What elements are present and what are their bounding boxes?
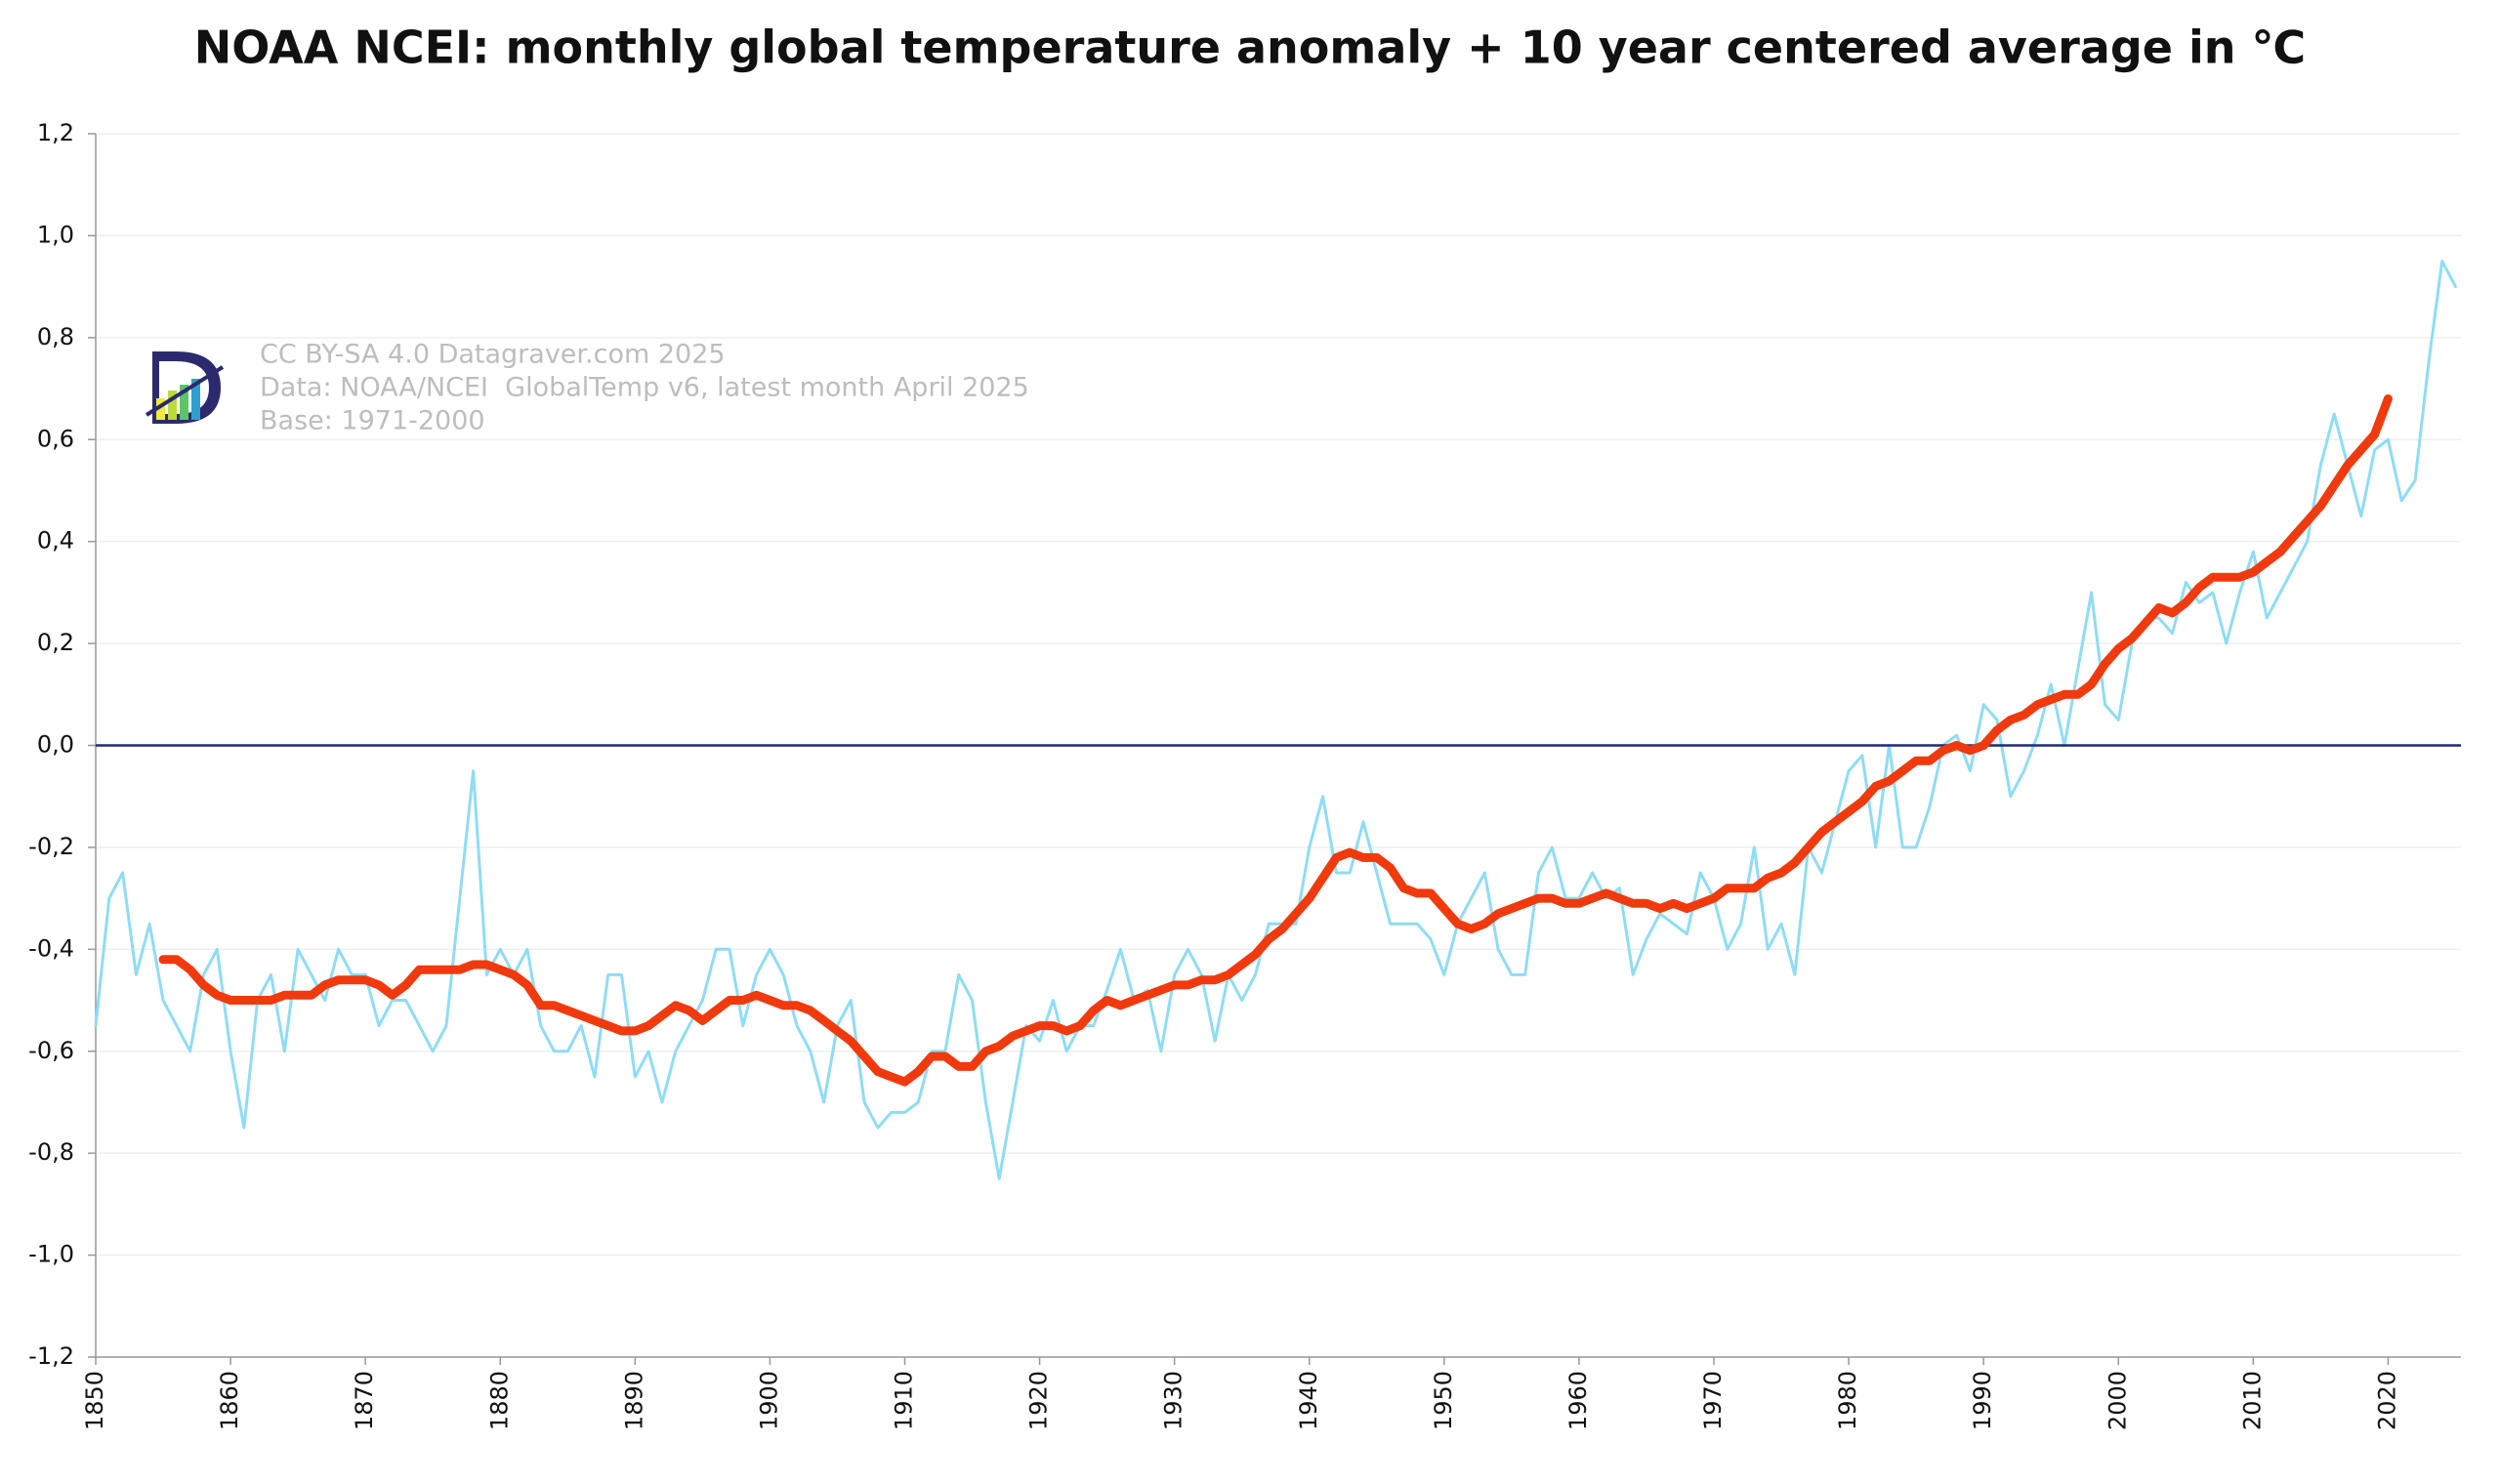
x-tick-label: 1860 xyxy=(216,1371,243,1430)
x-tick-label: 2010 xyxy=(2238,1371,2266,1430)
x-tick-label: 1950 xyxy=(1430,1371,1457,1430)
y-tick-label: 1,2 xyxy=(37,119,74,146)
x-tick-label: 1910 xyxy=(891,1371,918,1430)
annotation: CC BY-SA 4.0 Datagraver.com 2025 xyxy=(260,340,726,370)
x-tick-label: 1990 xyxy=(1969,1371,1996,1430)
x-tick-label: 2020 xyxy=(2373,1371,2400,1430)
annotation: Base: 1971-2000 xyxy=(260,406,485,436)
x-tick-label: 1980 xyxy=(1834,1371,1861,1430)
y-tick-label: 0,2 xyxy=(37,629,74,656)
y-tick-label: 0,6 xyxy=(37,425,74,452)
x-tick-label: 1920 xyxy=(1025,1371,1053,1430)
data-line xyxy=(158,394,2393,1087)
logo xyxy=(145,351,225,424)
x-tick-label: 1870 xyxy=(351,1371,378,1430)
y-tick-label: -0,8 xyxy=(28,1138,74,1166)
y-tick-label: -1,2 xyxy=(28,1342,74,1370)
x-tick-label: 1930 xyxy=(1160,1371,1188,1430)
y-tick-label: -0,4 xyxy=(28,934,74,962)
x-tick-label: 1890 xyxy=(620,1371,647,1430)
y-tick-label: 0,0 xyxy=(37,731,74,759)
y-tick-label: -1,0 xyxy=(28,1241,74,1268)
x-tick-label: 1970 xyxy=(1699,1371,1727,1430)
y-tick-label: -0,6 xyxy=(28,1037,74,1064)
data-line xyxy=(94,260,2457,1180)
x-tick-label: 1900 xyxy=(755,1371,782,1430)
x-tick-label: 2000 xyxy=(2104,1371,2131,1430)
x-tick-label: 1940 xyxy=(1295,1371,1322,1430)
x-tick-label: 1960 xyxy=(1564,1371,1592,1430)
y-tick-label: 0,8 xyxy=(37,323,74,350)
x-tick-label: 1880 xyxy=(485,1371,513,1430)
x-tick-label: 1850 xyxy=(81,1371,108,1430)
y-tick-label: 1,0 xyxy=(37,221,74,248)
y-tick-label: -0,2 xyxy=(28,833,74,860)
annotation: Data: NOAA/NCEI GlobalTemp v6, latest mo… xyxy=(260,373,1029,403)
chart-title: NOAA NCEI: monthly global temperature an… xyxy=(194,21,2306,74)
y-tick-label: 0,4 xyxy=(37,527,74,555)
